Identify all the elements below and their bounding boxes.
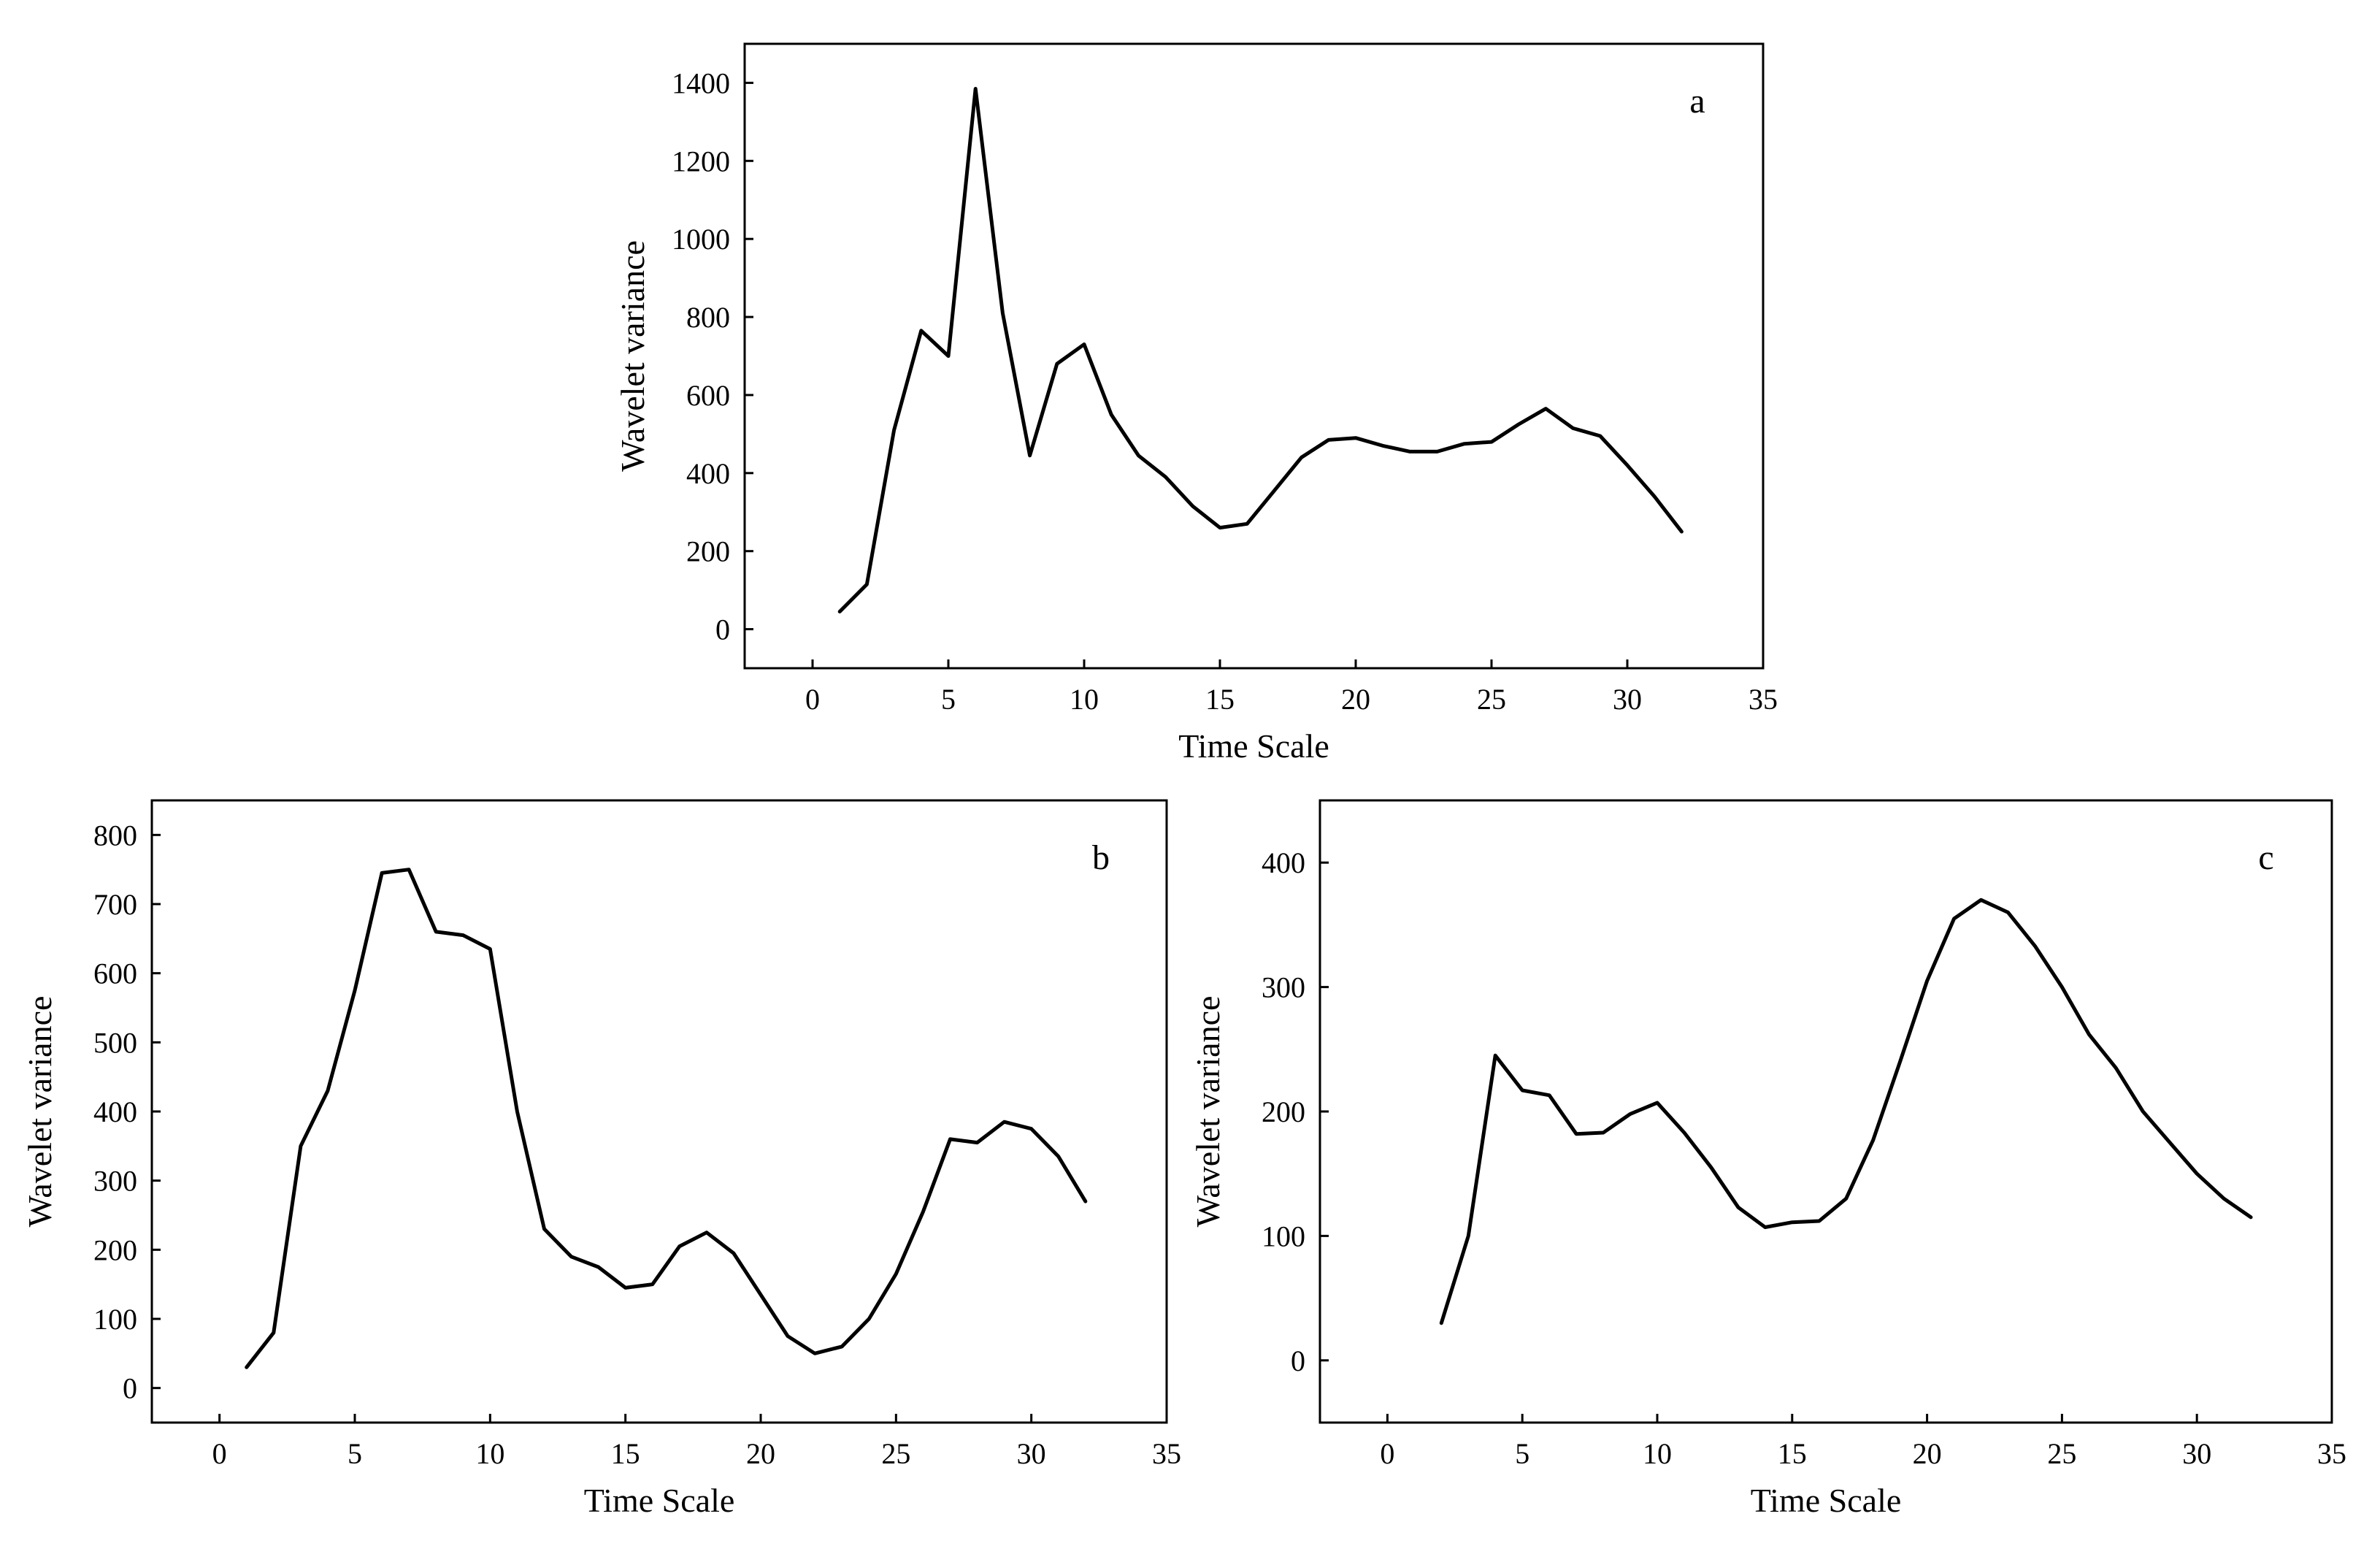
y-tick-label: 200	[686, 535, 730, 568]
y-tick-label: 500	[93, 1026, 137, 1059]
x-tick-label: 5	[1515, 1437, 1529, 1470]
y-tick-label: 0	[715, 613, 730, 646]
y-tick-label: 1400	[672, 66, 730, 99]
x-axis-label: Time Scale	[1751, 1482, 1902, 1519]
y-tick-label: 200	[93, 1233, 137, 1266]
x-tick-label: 25	[2047, 1437, 2076, 1470]
x-tick-label: 0	[1380, 1437, 1394, 1470]
y-axis-label: Wavelet variance	[1189, 996, 1227, 1228]
plot-frame	[1318, 799, 2333, 1424]
x-tick-label: 35	[2317, 1437, 2346, 1470]
y-tick-label: 100	[1262, 1220, 1305, 1252]
y-axis-label: Wavelet variance	[614, 240, 651, 472]
chart-panel-c: 0 5 10 15 20 25 30 35 0 100 200 300 400 Time Scale Wav…	[1189, 799, 2346, 1519]
x-tick-label: 10	[1070, 683, 1099, 716]
chart-panel-b: 0 5 10 15 20 25 30 35 0 100 200 300 400 500 600 700 800 T…	[21, 799, 1181, 1519]
x-tick-label: 10	[1643, 1437, 1672, 1470]
chart-panel-a: 0 5 10 15 20 25 30 35 0 200 400 600 800 1000 1200 1400 T…	[614, 42, 1778, 765]
x-tick-label: 35	[1748, 683, 1778, 716]
x-tick-label: 20	[1913, 1437, 1942, 1470]
y-tick-label: 800	[93, 819, 137, 852]
x-tick-label: 30	[1613, 683, 1642, 716]
x-tick-label: 5	[348, 1437, 362, 1470]
x-tick-label: 0	[805, 683, 820, 716]
x-tick-label: 30	[2182, 1437, 2211, 1470]
y-tick-label: 300	[1262, 971, 1305, 1004]
x-tick-label: 25	[1477, 683, 1506, 716]
series-line	[245, 868, 1088, 1369]
plot-frame	[743, 42, 1765, 670]
y-tick-label: 0	[123, 1372, 137, 1405]
panel-letter: c	[2258, 838, 2273, 877]
y-tick-label: 200	[1262, 1095, 1305, 1128]
y-axis-label: Wavelet variance	[21, 996, 58, 1228]
x-tick-label: 35	[1152, 1437, 1181, 1470]
y-tick-label: 800	[686, 301, 730, 334]
x-tick-label: 20	[746, 1437, 775, 1470]
plot-frame	[150, 799, 1168, 1424]
x-tick-label: 30	[1017, 1437, 1046, 1470]
series-line	[1439, 898, 2253, 1325]
x-tick-label: 15	[1205, 683, 1235, 716]
y-tick-label: 100	[93, 1303, 137, 1336]
x-axis-label: Time Scale	[1178, 727, 1329, 765]
x-axis-label: Time Scale	[584, 1482, 735, 1519]
x-tick-label: 15	[1778, 1437, 1807, 1470]
x-tick-label: 20	[1341, 683, 1370, 716]
panel-letter: b	[1092, 838, 1110, 877]
y-tick-label: 400	[93, 1095, 137, 1128]
x-tick-label: 0	[212, 1437, 227, 1470]
panel-letter: a	[1689, 82, 1705, 120]
y-tick-label: 600	[93, 957, 137, 990]
x-tick-label: 5	[941, 683, 956, 716]
y-tick-label: 400	[686, 457, 730, 490]
y-tick-label: 0	[1291, 1344, 1305, 1377]
x-tick-label: 15	[611, 1437, 640, 1470]
series-line	[837, 87, 1684, 613]
y-tick-label: 700	[93, 888, 137, 921]
x-tick-label: 10	[475, 1437, 504, 1470]
y-tick-label: 1200	[672, 145, 730, 177]
y-tick-label: 300	[93, 1165, 137, 1198]
y-tick-label: 600	[686, 379, 730, 412]
x-tick-label: 25	[881, 1437, 910, 1470]
y-tick-label: 1000	[672, 223, 730, 256]
y-tick-label: 400	[1262, 846, 1305, 879]
